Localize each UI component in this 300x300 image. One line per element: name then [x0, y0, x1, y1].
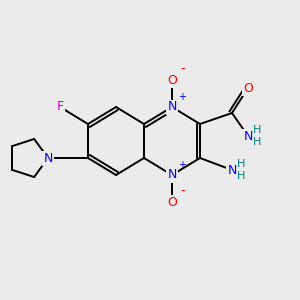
Text: N: N [167, 169, 177, 182]
Text: H: H [237, 159, 245, 169]
Text: H: H [237, 171, 245, 181]
Text: O: O [167, 196, 177, 208]
Text: +: + [178, 160, 186, 170]
Text: N: N [243, 130, 253, 142]
Text: H: H [253, 137, 261, 147]
Text: F: F [56, 100, 64, 113]
Text: -: - [180, 184, 184, 197]
Text: O: O [167, 74, 177, 86]
Text: N: N [167, 100, 177, 113]
Text: N: N [227, 164, 237, 176]
Text: -: - [180, 62, 184, 75]
Text: +: + [178, 92, 186, 102]
Text: N: N [43, 152, 53, 164]
Text: H: H [253, 125, 261, 135]
Text: O: O [243, 82, 253, 94]
